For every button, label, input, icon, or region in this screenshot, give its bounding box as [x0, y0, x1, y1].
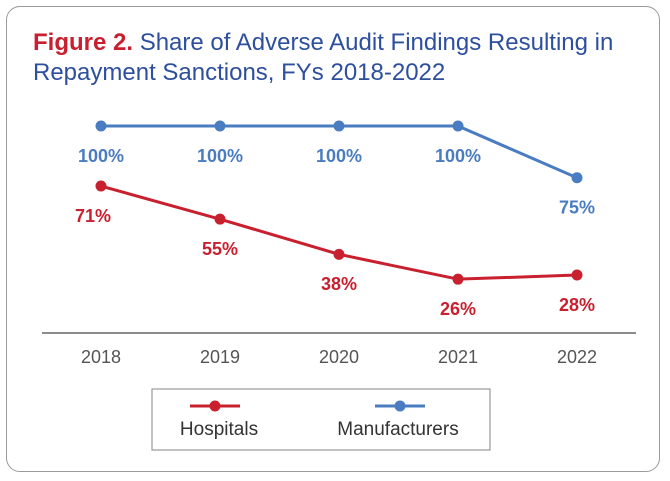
data-label: 100%: [78, 146, 124, 166]
point: [333, 248, 345, 260]
data-label: 100%: [197, 146, 243, 166]
point: [452, 273, 464, 285]
legend-box: [151, 388, 491, 451]
series-line: [100, 184, 578, 281]
point: [214, 120, 226, 132]
point: [95, 180, 107, 192]
point: [333, 120, 345, 132]
point: [571, 172, 583, 184]
frame: [6, 6, 660, 472]
legend-label: Manufacturers: [337, 419, 458, 440]
figure-label: Figure 2.: [33, 29, 134, 56]
point: [95, 120, 107, 132]
data-label: 38%: [321, 274, 357, 294]
x-tick-label: 2022: [557, 347, 597, 367]
legend-marker: [209, 400, 221, 412]
data-label: 26%: [440, 299, 476, 319]
x-tick-label: 2018: [81, 347, 121, 367]
data-label: 55%: [202, 239, 238, 259]
chart-title: Figure 2. Share of Adverse Audit Finding…: [33, 28, 623, 88]
x-tick-label: 2019: [200, 347, 240, 367]
data-label: 28%: [559, 295, 595, 315]
data-label: 71%: [75, 206, 111, 226]
x-tick-label: 2021: [438, 347, 478, 367]
x-tick-label: 2020: [319, 347, 359, 367]
point: [452, 120, 464, 132]
title-text: Share of Adverse Audit Findings Resultin…: [33, 29, 614, 86]
data-label: 100%: [316, 146, 362, 166]
point: [214, 213, 226, 225]
legend-label: Hospitals: [180, 419, 258, 440]
legend-marker: [394, 400, 406, 412]
point: [571, 269, 583, 281]
data-label: 75%: [559, 198, 595, 218]
data-label: 100%: [435, 146, 481, 166]
